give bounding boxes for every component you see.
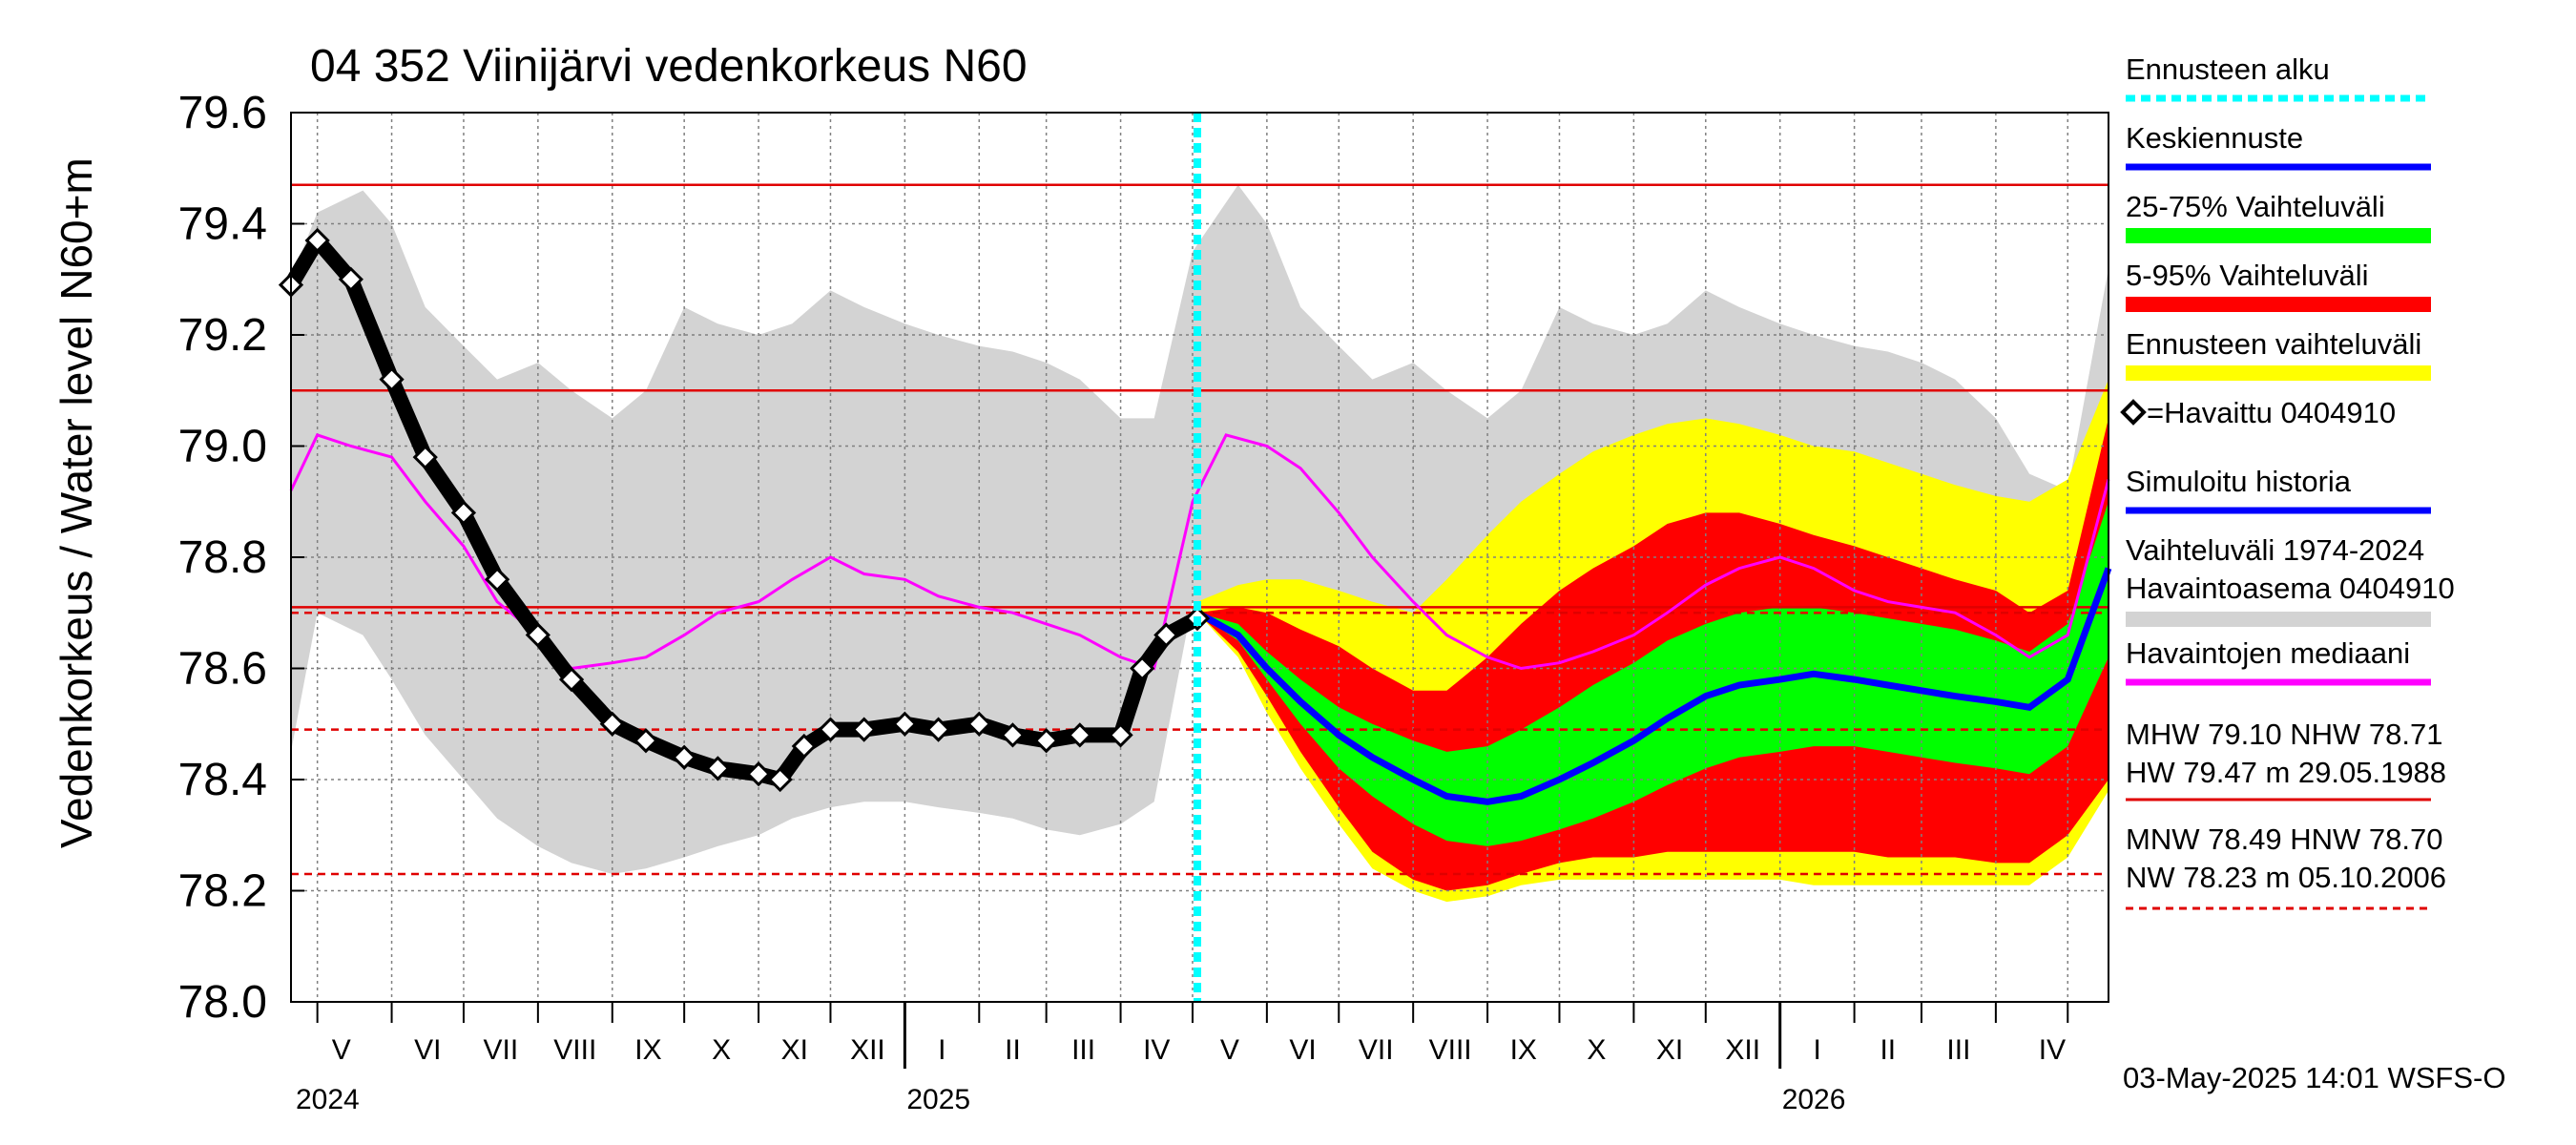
month-label: VII: [484, 1034, 519, 1066]
stats-line-1: MHW 79.10 NHW 78.71: [2126, 718, 2443, 751]
legend-swatch: [2126, 297, 2431, 312]
month-label: XI: [781, 1034, 808, 1066]
year-label: 2026: [1782, 1084, 1846, 1115]
observed-point: [767, 766, 793, 793]
legend-label: Havaintoasema 0404910: [2126, 572, 2455, 605]
observed-point: [1033, 728, 1059, 754]
grid-layer: [291, 113, 2109, 1002]
observed-point: [791, 733, 817, 760]
y-tick-label: 79.2: [178, 310, 267, 361]
observed-point: [672, 744, 697, 770]
observed-point: [1153, 622, 1179, 648]
median-line: [289, 433, 2110, 671]
month-label: IX: [1510, 1034, 1537, 1066]
y-tick-label: 78.4: [178, 755, 267, 805]
observed-point: [818, 717, 843, 742]
observed-point: [525, 622, 551, 648]
y-tick-label: 78.2: [178, 866, 267, 917]
y-axis-unit-label: N60+m: [52, 157, 101, 301]
legend-label: 5-95% Vaihteluväli: [2126, 259, 2368, 292]
observed-point: [745, 761, 772, 787]
observed-point: [558, 667, 585, 693]
observed-point: [892, 711, 918, 737]
month-label: III: [1071, 1034, 1095, 1066]
month-label: VII: [1359, 1034, 1394, 1066]
month-label: I: [1813, 1034, 1820, 1066]
series-layer: [278, 113, 2112, 1002]
y-axis: 78.0 78.2 78.4 78.6 78.8 79.0 79.2 79.4 79.6: [178, 88, 304, 1028]
observed-point: [338, 266, 364, 292]
band-3: [1197, 501, 2109, 846]
month-label: VI: [414, 1034, 441, 1066]
month-label: II: [1880, 1034, 1896, 1066]
month-label: IV: [2039, 1034, 2066, 1066]
stats-line-4: NW 78.23 m 05.10.2006: [2126, 861, 2446, 894]
observed-point: [851, 717, 877, 742]
observed-point: [633, 728, 659, 754]
observed-point: [1000, 722, 1026, 748]
stats-line-3: MNW 78.49 HNW 78.70: [2126, 822, 2443, 856]
observed-point: [485, 567, 510, 593]
month-label: XI: [1656, 1034, 1683, 1066]
year-label: 2024: [296, 1084, 360, 1115]
legend-label: Ennusteen vaihteluväli: [2126, 327, 2421, 361]
legend-label: Simuloitu historia: [2126, 465, 2352, 498]
month-label: XII: [1725, 1034, 1760, 1066]
mean-forecast-line: [1195, 567, 2112, 805]
y-tick-label: 78.6: [178, 644, 267, 695]
year-label: 2025: [906, 1084, 970, 1115]
observed-point: [925, 717, 951, 742]
legend-label: Keskiennuste: [2126, 121, 2303, 155]
observed-point: [450, 500, 477, 526]
observed-point: [379, 366, 405, 392]
y-axis-label: Vedenkorkeus / Water level: [52, 316, 101, 848]
legend-label: Vaihteluväli 1974-2024: [2126, 533, 2424, 567]
month-label: II: [1005, 1034, 1021, 1066]
observed-point: [1108, 722, 1133, 748]
observed-point: [599, 711, 625, 737]
month-label: IX: [634, 1034, 661, 1066]
month-label: V: [332, 1034, 351, 1066]
observed-point: [304, 227, 330, 254]
chart-title: 04 352 Viinijärvi vedenkorkeus N60: [310, 41, 1028, 92]
stats-line-2: HW 79.47 m 29.05.1988: [2126, 756, 2446, 789]
y-tick-label: 79.6: [178, 88, 267, 138]
statistics-box: MHW 79.10 NHW 78.71 HW 79.47 m 29.05.198…: [2126, 718, 2446, 910]
y-tick-label: 79.4: [178, 199, 267, 250]
legend-label: Ennusteen alku: [2126, 52, 2330, 86]
legend-label: =Havaittu 0404910: [2147, 396, 2396, 429]
observed-point: [1130, 656, 1155, 681]
y-tick-label: 79.0: [178, 422, 267, 472]
y-tick-label: 78.0: [178, 977, 267, 1028]
x-axis: V VI VII VIII IX X XI XII I II III IV V VI VII VIII IX X X…: [296, 1002, 2069, 1115]
observed-point: [705, 756, 731, 781]
month-label: V: [1220, 1034, 1239, 1066]
month-label: X: [712, 1034, 731, 1066]
observed-point: [1067, 722, 1092, 748]
month-label: VI: [1289, 1034, 1316, 1066]
y-tick-label: 78.8: [178, 532, 267, 583]
month-label: VIII: [553, 1034, 596, 1066]
month-label: IV: [1143, 1034, 1170, 1066]
legend: Ennusteen alku Keskiennuste 25-75% Vaihtel…: [2120, 52, 2455, 686]
legend-label: 25-75% Vaihteluväli: [2126, 190, 2385, 223]
legend-swatch: [2126, 228, 2431, 243]
legend-label: Havaintojen mediaani: [2126, 636, 2410, 670]
month-label: III: [1946, 1034, 1970, 1066]
legend-swatch: [2126, 365, 2431, 381]
month-label: X: [1587, 1034, 1606, 1066]
month-label: XII: [850, 1034, 885, 1066]
month-label: VIII: [1429, 1034, 1472, 1066]
legend-swatch: [2126, 612, 2431, 627]
legend-marker: [2120, 399, 2147, 426]
observed-point: [412, 445, 438, 470]
observed-point: [966, 711, 992, 737]
footer-timestamp: 03-May-2025 14:01 WSFS-O: [2123, 1061, 2505, 1094]
observed-line: [283, 233, 1205, 787]
month-label: I: [938, 1034, 945, 1066]
